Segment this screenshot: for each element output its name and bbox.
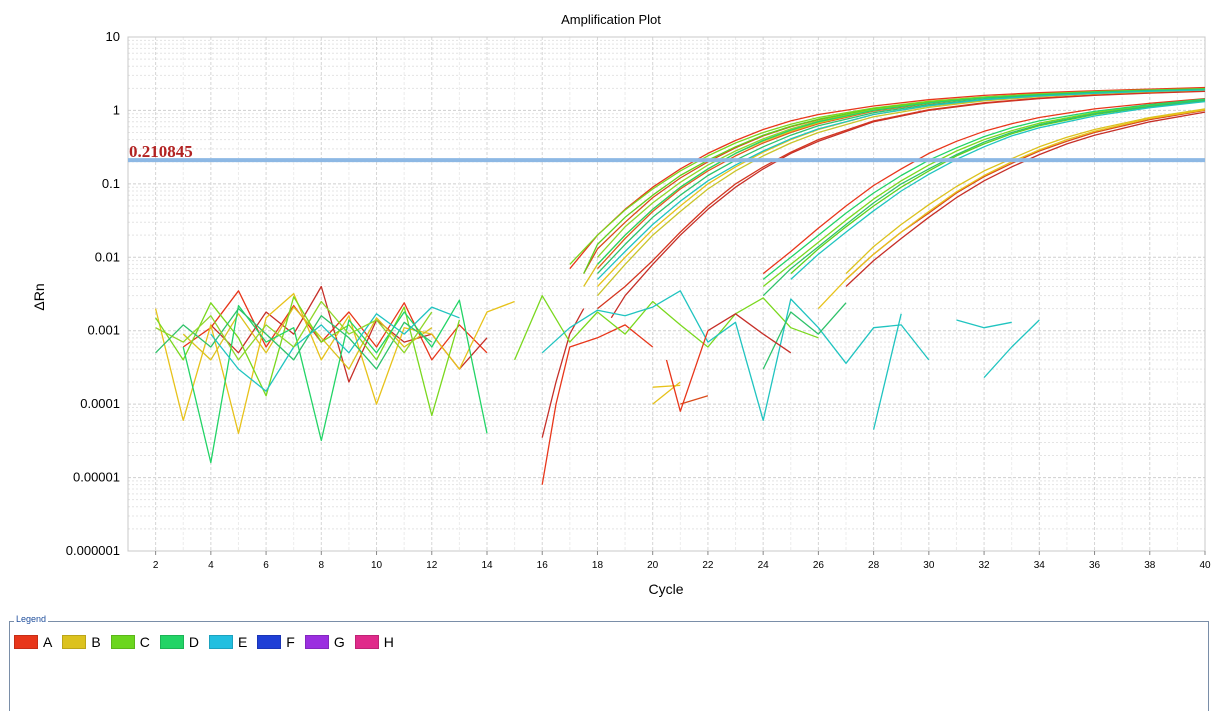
chart-title: Amplification Plot	[561, 12, 661, 27]
x-tick-label: 24	[758, 560, 770, 571]
amplification-curve[interactable]	[956, 319, 1012, 329]
x-tick-label: 16	[537, 560, 549, 571]
legend-label: E	[237, 634, 248, 650]
amplification-curve[interactable]	[155, 307, 433, 370]
amplification-plot: Amplification Plot 0.210845 10 1 0.1 0.01 0.…	[31, 12, 1211, 597]
legend-label: D	[188, 634, 199, 650]
threshold-layer: 0.210845	[128, 142, 1205, 163]
amplification-curve[interactable]	[790, 100, 1206, 275]
x-tick-label: 26	[813, 560, 825, 571]
amplification-curve[interactable]	[983, 319, 1040, 379]
x-tick-label: 10	[371, 560, 383, 571]
legend-swatch	[304, 635, 329, 649]
y-tick-label: 1	[113, 102, 120, 117]
legend-item-a[interactable]: A	[14, 634, 52, 650]
amplification-curve[interactable]	[665, 330, 709, 412]
amplification-curve[interactable]	[514, 295, 819, 361]
x-tick-label: 14	[481, 560, 493, 571]
x-tick-label: 12	[426, 560, 438, 571]
legend-swatch	[14, 635, 38, 649]
legend-caption: Legend	[14, 614, 49, 624]
y-tick-label: 0.0001	[80, 396, 120, 411]
legend-swatch	[110, 635, 135, 649]
threshold-label: 0.210845	[129, 142, 193, 161]
x-tick-label: 4	[208, 560, 214, 571]
plot-area[interactable]	[127, 36, 1206, 552]
amplification-curve[interactable]	[155, 300, 433, 361]
y-tick-label: 0.1	[102, 176, 120, 191]
y-axis-ticks: 10 1 0.1 0.01 0.001 0.0001 0.00001 0.000001	[66, 29, 120, 558]
legend-label: A	[43, 634, 53, 650]
legend-swatch	[208, 635, 233, 649]
amplification-curve[interactable]	[762, 99, 1206, 288]
legend-label: C	[139, 634, 150, 650]
amplification-curve[interactable]	[762, 97, 1206, 275]
x-tick-label: 22	[702, 560, 714, 571]
x-tick-label: 32	[979, 560, 991, 571]
amplification-curve[interactable]	[210, 306, 460, 392]
legend-label: B	[91, 634, 101, 650]
amplification-curve[interactable]	[597, 88, 1206, 265]
legend-label: F	[286, 634, 295, 650]
legend-swatch	[62, 635, 87, 649]
legend-item-h[interactable]: H	[354, 634, 394, 650]
legend-item-g[interactable]: G	[304, 634, 345, 650]
amplification-curve[interactable]	[680, 395, 709, 405]
y-axis-title: ΔRn	[31, 283, 47, 310]
x-tick-label: 20	[647, 560, 659, 571]
x-tick-label: 28	[868, 560, 880, 571]
series-layer	[154, 86, 1206, 485]
amplification-curve[interactable]	[541, 290, 930, 422]
legend-items: A B C D E F G H	[14, 634, 404, 650]
amplification-curve[interactable]	[597, 89, 1206, 280]
amplification-curve[interactable]	[707, 313, 792, 354]
amplification-curve[interactable]	[652, 381, 681, 405]
legend-swatch	[354, 635, 379, 649]
amplification-curve[interactable]	[762, 98, 1206, 280]
x-axis-title: Cycle	[648, 581, 683, 597]
legend-swatch	[159, 635, 184, 649]
x-tick-label: 6	[263, 560, 269, 571]
y-tick-label: 0.01	[95, 249, 120, 264]
legend-item-e[interactable]: E	[208, 634, 248, 650]
x-tick-label: 34	[1034, 560, 1046, 571]
amplification-curve[interactable]	[541, 308, 585, 438]
amplification-curve[interactable]	[872, 313, 902, 430]
y-tick-label: 0.001	[87, 323, 120, 338]
legend-label: G	[333, 634, 345, 650]
amplification-curve[interactable]	[845, 111, 1206, 287]
x-tick-label: 40	[1199, 560, 1211, 571]
x-tick-label: 8	[319, 560, 325, 571]
legend-swatch	[257, 635, 282, 649]
legend-item-f[interactable]: F	[257, 634, 295, 650]
grid	[127, 36, 1206, 552]
amplification-curve[interactable]	[597, 90, 1206, 310]
legend-item-d[interactable]: D	[159, 634, 199, 650]
amplification-curve[interactable]	[154, 292, 515, 435]
x-tick-label: 18	[592, 560, 604, 571]
amplification-curve[interactable]	[845, 108, 1206, 275]
legend-panel	[9, 621, 1209, 711]
amplification-curve[interactable]	[569, 86, 1206, 270]
legend-item-c[interactable]: C	[110, 634, 150, 650]
x-tick-label: 30	[923, 560, 935, 571]
y-tick-label: 0.000001	[66, 543, 120, 558]
amplification-curve[interactable]	[762, 302, 847, 370]
amplification-curve[interactable]	[817, 109, 1206, 310]
x-axis-ticks: 2 4 6 8 10 12 14 16 18 20 22 24 26 28 30 32 34 36 38 40	[153, 551, 1211, 571]
amplification-curve[interactable]	[182, 299, 488, 464]
y-tick-label: 0.00001	[73, 470, 120, 485]
x-tick-label: 36	[1089, 560, 1101, 571]
y-tick-label: 10	[106, 29, 120, 44]
legend-item-b[interactable]: B	[62, 634, 101, 650]
legend-label: H	[383, 634, 394, 650]
x-tick-label: 2	[153, 560, 159, 571]
x-tick-label: 38	[1144, 560, 1156, 571]
